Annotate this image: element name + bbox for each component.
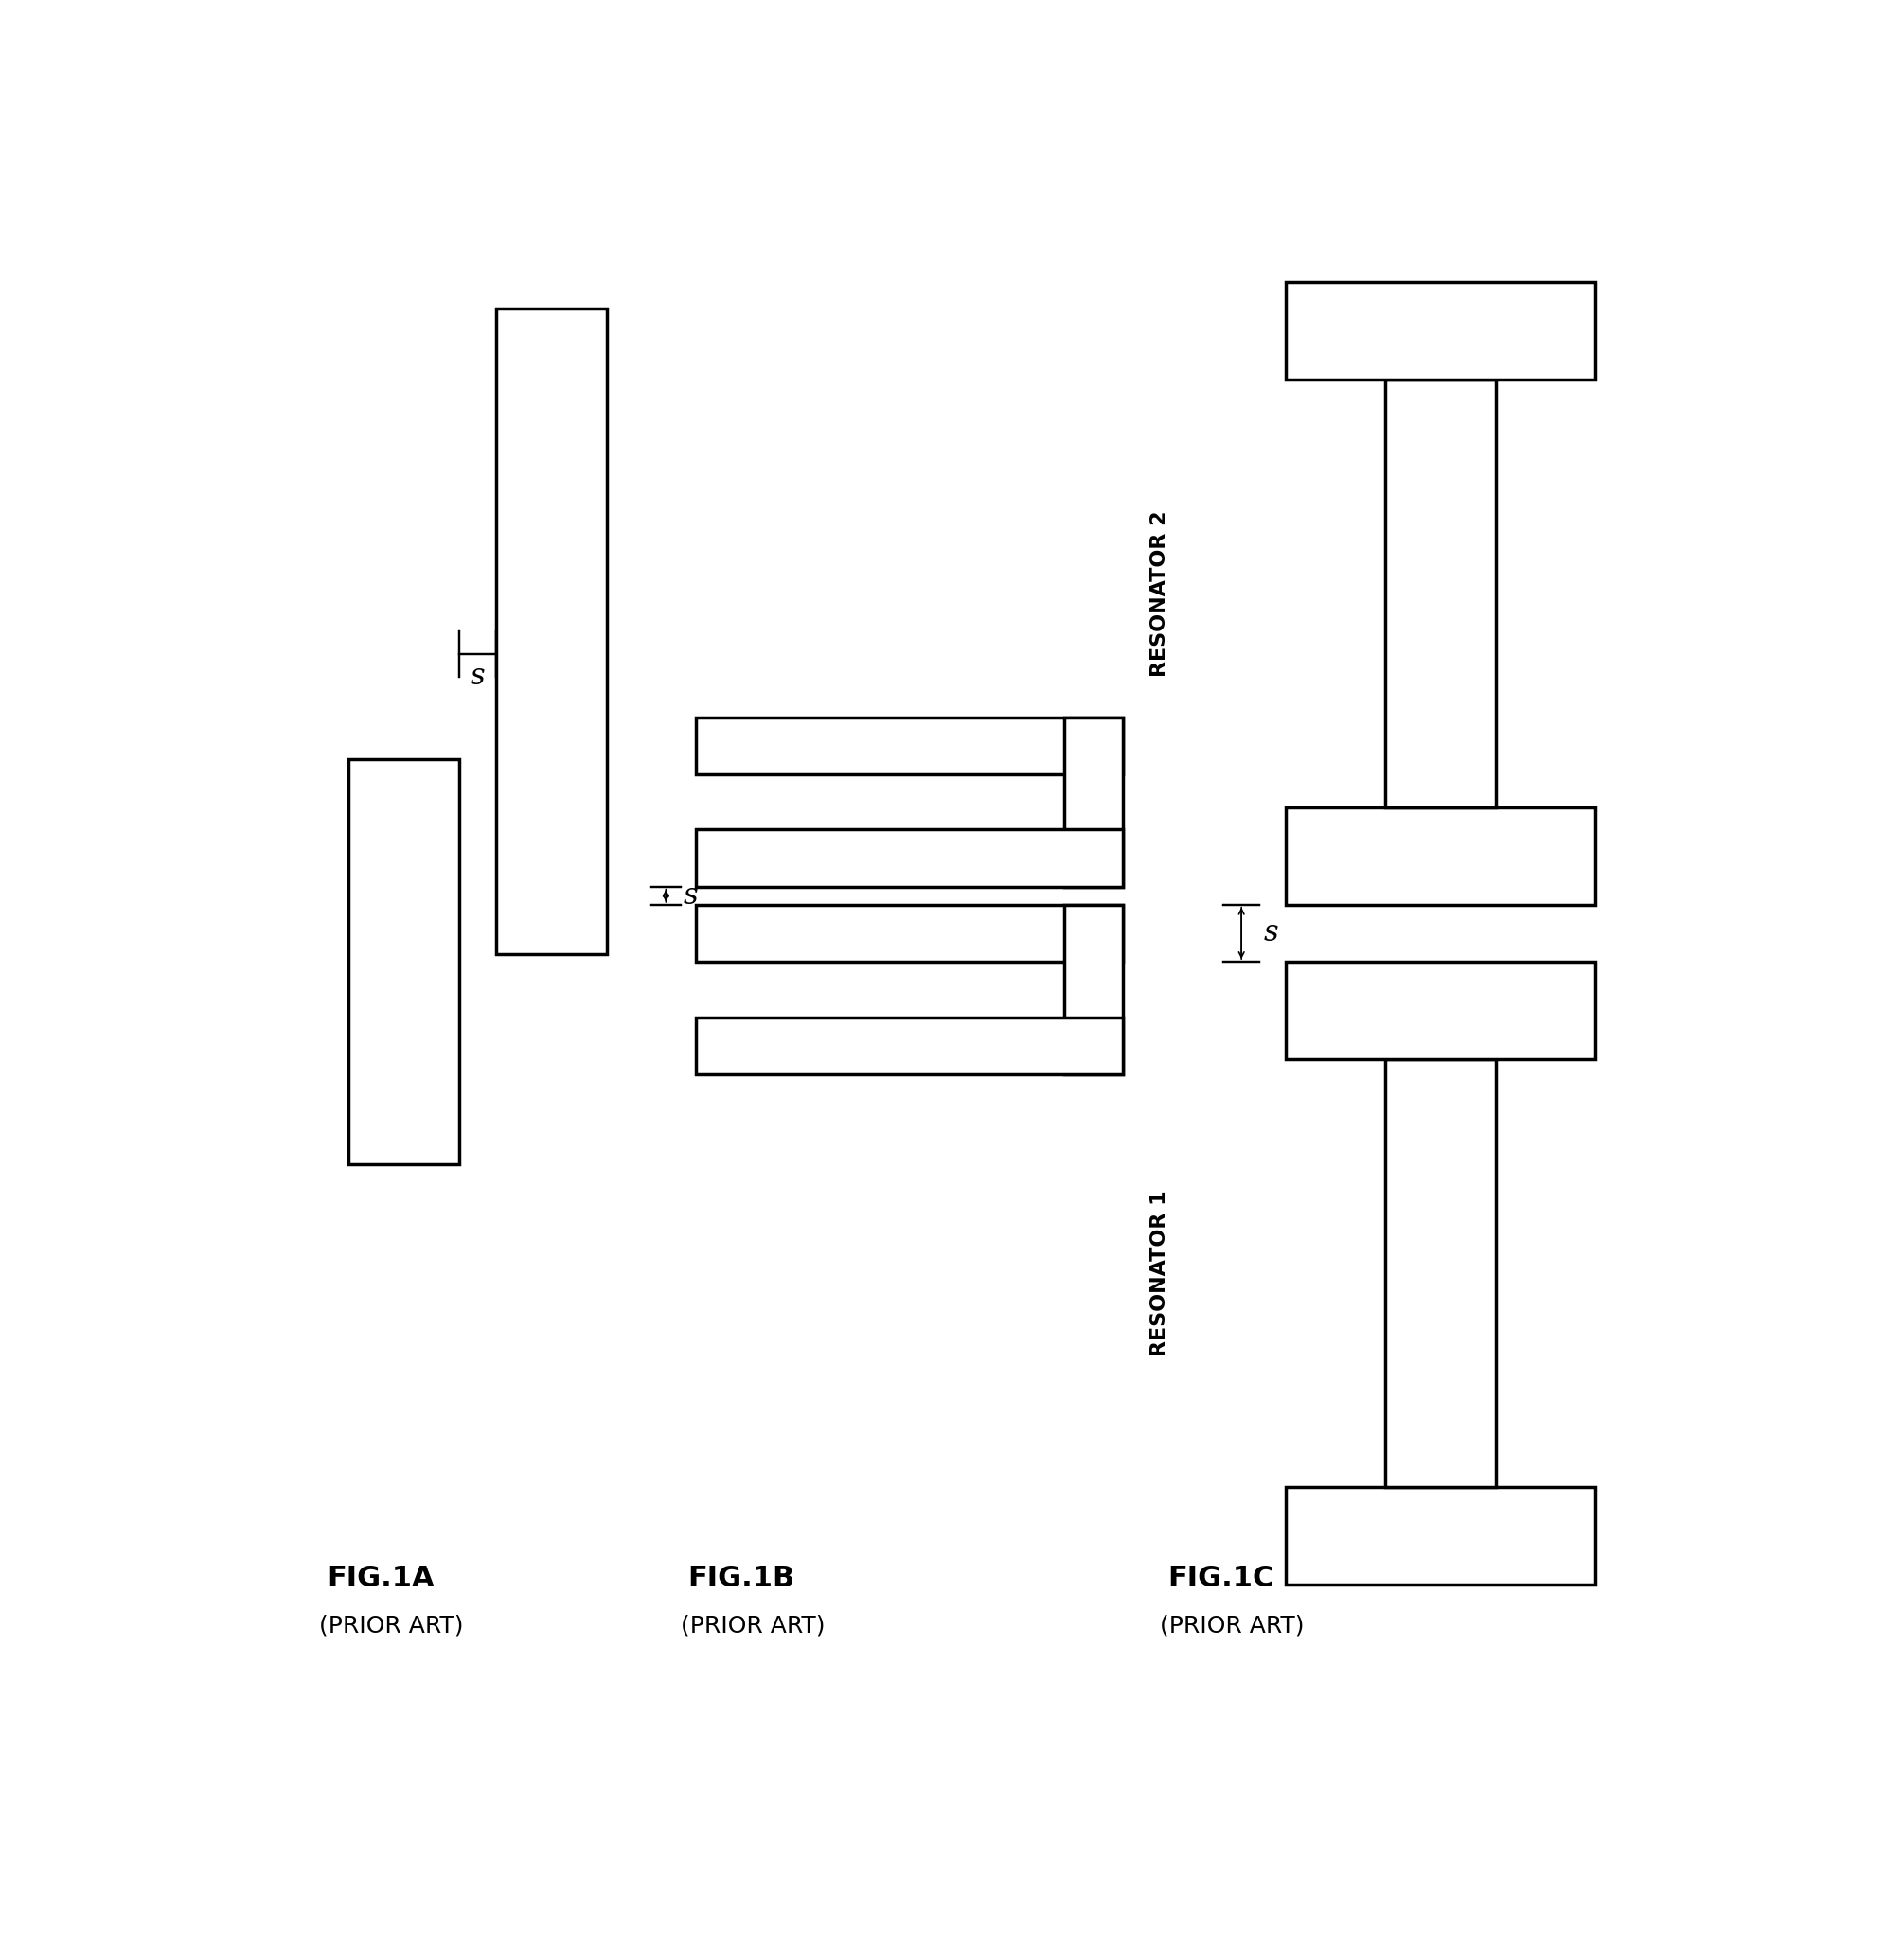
- Bar: [1386, 1060, 1497, 1487]
- Bar: [1064, 717, 1123, 887]
- Bar: [695, 717, 1123, 774]
- Text: (PRIOR ART): (PRIOR ART): [1160, 1614, 1304, 1637]
- Bar: [695, 1017, 1123, 1074]
- Bar: [1285, 283, 1596, 380]
- Text: FIG.1A: FIG.1A: [327, 1565, 434, 1592]
- Text: s: s: [470, 661, 486, 692]
- Bar: [348, 758, 459, 1164]
- Text: RESONATOR 1: RESONATOR 1: [1150, 1191, 1169, 1357]
- Bar: [1064, 904, 1123, 1074]
- Text: s: s: [1264, 918, 1278, 947]
- Bar: [1386, 380, 1497, 807]
- Bar: [497, 308, 607, 955]
- Text: s: s: [684, 881, 699, 910]
- Text: FIG.1B: FIG.1B: [687, 1565, 796, 1592]
- Text: FIG.1C: FIG.1C: [1167, 1565, 1274, 1592]
- Text: (PRIOR ART): (PRIOR ART): [682, 1614, 824, 1637]
- Bar: [1285, 1487, 1596, 1585]
- Bar: [695, 904, 1123, 961]
- Bar: [1285, 961, 1596, 1060]
- Bar: [1285, 807, 1596, 904]
- Bar: [695, 830, 1123, 887]
- Text: (PRIOR ART): (PRIOR ART): [320, 1614, 463, 1637]
- Text: RESONATOR 2: RESONATOR 2: [1150, 511, 1169, 676]
